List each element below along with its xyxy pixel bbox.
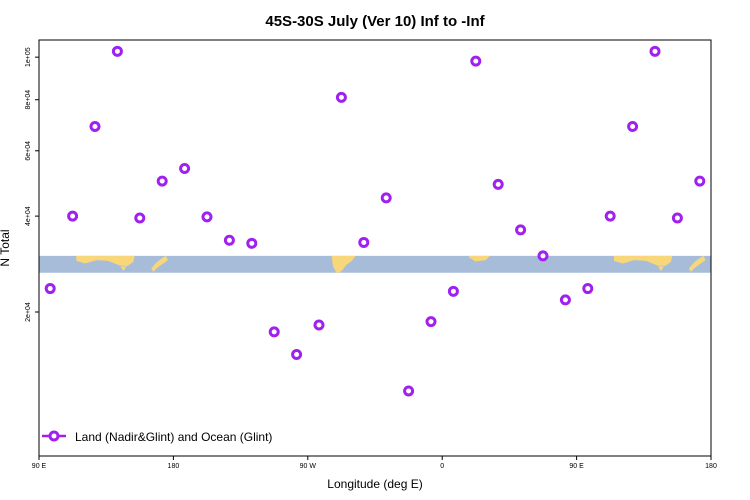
data-point [111,45,123,57]
x-tick-label: 90 E [569,463,584,470]
map-land-tasmania [120,266,127,272]
legend-marker [48,430,60,442]
x-axis: 90 E 180 90 W 0 90 E 180 [32,456,717,470]
data-point [313,319,325,331]
x-tick-label: 90 W [300,463,317,470]
data-point [156,175,168,187]
legend: Land (Nadir&Glint) and Ocean (Glint) [42,430,272,444]
data-point [470,55,482,67]
data-point [515,224,527,236]
map-land-new-zealand [151,255,168,272]
y-tick-label: 8e+04 [25,90,32,110]
data-point [492,178,504,190]
data-point [559,294,571,306]
world-map-band [39,255,711,273]
data-point [335,91,347,103]
data-point [447,285,459,297]
map-land-new-zealand-repeat [688,255,706,272]
data-point [403,385,415,397]
map-ocean [39,255,711,273]
data-point [268,326,280,338]
data-point [380,192,392,204]
data-point [671,212,683,224]
data-points [44,45,706,397]
data-point [604,210,616,222]
y-axis-label: N Total [0,229,12,266]
data-point [179,162,191,174]
legend-label: Land (Nadir&Glint) and Ocean (Glint) [75,430,272,444]
data-point [425,316,437,328]
data-point [627,120,639,132]
data-point [694,175,706,187]
map-land-south-america [331,255,356,273]
data-point [134,212,146,224]
data-point [291,349,303,361]
y-tick-label: 2e+04 [25,302,32,322]
x-tick-label: 90 E [32,463,47,470]
data-point [582,283,594,295]
map-land-south-africa [469,255,490,262]
x-axis-label: Longitude (deg E) [327,477,422,491]
data-point [44,283,56,295]
map-land-tasmania-repeat [657,266,664,272]
y-tick-label: 1e+05 [25,47,32,67]
map-land-australia [76,255,135,266]
data-point [649,45,661,57]
chart-title: 45S-30S July (Ver 10) Inf to -Inf [265,13,485,30]
data-point [223,234,235,246]
map-land-australia-repeat [613,255,673,266]
x-tick-label: 180 [705,463,717,470]
y-tick-label: 6e+04 [25,141,32,161]
x-tick-label: 0 [440,463,444,470]
data-point [246,237,258,249]
y-tick-label: 4e+04 [25,206,32,226]
y-axis: 2e+04 4e+04 6e+04 8e+04 1e+05 [25,47,39,322]
data-point [67,210,79,222]
data-point [358,236,370,248]
data-point [537,250,549,262]
x-tick-label: 180 [168,463,180,470]
data-point [201,211,213,223]
data-point [89,120,101,132]
plot-frame [38,39,712,457]
